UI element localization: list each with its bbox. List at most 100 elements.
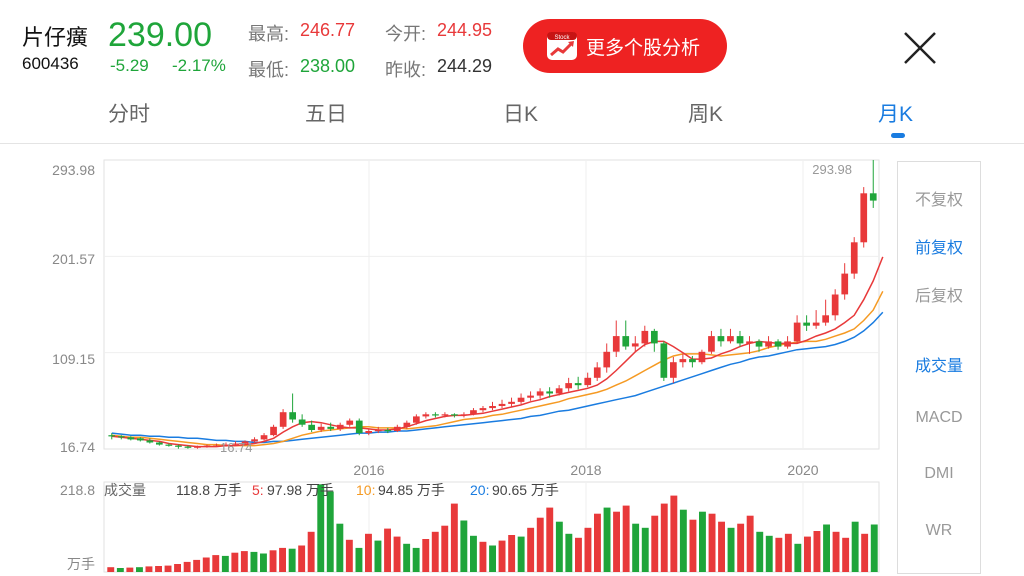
candle-body	[584, 377, 592, 386]
volume-bar	[374, 540, 382, 572]
volume-ma5-label: 5:	[252, 482, 264, 498]
x-tick-2018: 2018	[570, 462, 601, 478]
candle-body	[394, 426, 401, 431]
volume-bar	[479, 541, 487, 572]
volume-bar	[546, 507, 554, 572]
tab-intraday[interactable]: 分时	[108, 103, 150, 126]
more-analysis-button[interactable]: Stock 更多个股分析	[523, 19, 727, 73]
volume-bar	[183, 561, 191, 572]
volume-bar	[126, 567, 134, 572]
volume-bar	[775, 537, 783, 572]
volume-bar	[508, 535, 516, 572]
candle-body	[670, 362, 677, 378]
candle-body	[489, 406, 496, 409]
candle-body	[574, 383, 582, 386]
open-label: 今开:	[385, 24, 427, 44]
low-label: 最低:	[248, 60, 290, 80]
volume-bar	[317, 484, 325, 572]
volume-bar	[336, 523, 344, 572]
close-icon[interactable]	[898, 26, 942, 70]
volume-bar	[470, 535, 477, 572]
candle-body	[717, 336, 725, 342]
candle-body	[327, 426, 335, 429]
candle-body	[137, 438, 144, 441]
candle-body	[117, 436, 125, 438]
candle-body	[203, 445, 211, 447]
icon-label: Stock	[554, 35, 570, 41]
indicator-dmi[interactable]: DMI	[924, 465, 954, 482]
candle-body	[517, 397, 525, 402]
y-tick-3: 109.15	[52, 351, 95, 367]
ma10-line	[111, 290, 884, 447]
volume-bar	[670, 495, 678, 572]
tab-indicator	[891, 133, 905, 138]
volume-bar	[660, 503, 668, 572]
x-tick-2020: 2020	[787, 462, 818, 478]
volume-bar	[651, 515, 659, 572]
volume-bar	[307, 531, 315, 572]
volume-bar	[517, 536, 525, 572]
volume-bar	[164, 565, 172, 572]
candle-body	[508, 401, 515, 404]
candle-body	[260, 435, 268, 440]
volume-bar	[269, 550, 277, 572]
volume-bar	[365, 533, 372, 572]
volume-bar	[565, 533, 573, 572]
volume-bar	[136, 567, 143, 572]
indicator-wr[interactable]: WR	[925, 522, 953, 539]
candle-body	[631, 343, 639, 347]
candle-body	[784, 341, 791, 347]
volume-bar	[727, 527, 735, 572]
candle-body	[708, 336, 715, 352]
candle-body	[308, 424, 315, 430]
tab-weekly-k[interactable]: 周K	[688, 103, 724, 126]
kline-chart[interactable]: 293.98 201.57 109.15 16.74 2016 2018 202…	[0, 144, 1024, 576]
volume-bar	[765, 535, 773, 572]
candle-body	[679, 359, 687, 363]
option-backward-adjust[interactable]: 后复权	[914, 288, 963, 305]
volume-ma5-value: 97.98 万手	[267, 482, 334, 498]
volume-bar	[842, 537, 850, 572]
volume-bar	[288, 548, 296, 572]
chart-grid	[103, 159, 880, 573]
candle-body	[432, 414, 439, 416]
candle-body	[413, 416, 420, 423]
volume-bar	[240, 551, 248, 572]
indicator-volume[interactable]: 成交量	[914, 358, 963, 375]
indicator-macd[interactable]: MACD	[915, 409, 963, 426]
candle-body	[165, 444, 173, 446]
header-divider	[0, 143, 1024, 144]
volume-bar	[527, 527, 535, 572]
candle-body	[460, 414, 468, 416]
candle-body	[346, 420, 354, 425]
volume-unit-label: 万手	[67, 556, 95, 572]
tab-monthly-k[interactable]: 月K	[878, 103, 914, 126]
volume-title: 成交量	[104, 482, 146, 498]
candle-body	[869, 193, 877, 201]
candle-body	[641, 330, 649, 344]
volume-bar	[861, 533, 869, 572]
price-change: -5.29	[110, 56, 149, 75]
option-forward-adjust[interactable]: 前复权	[914, 240, 963, 257]
candle-body	[403, 422, 411, 427]
volume-bar	[116, 568, 124, 572]
tab-five-day[interactable]: 五日	[305, 103, 347, 126]
candle-body	[213, 445, 220, 447]
open-value: 244.95	[437, 20, 493, 40]
volume-bar	[231, 552, 239, 572]
candle-body	[194, 446, 201, 448]
tab-daily-k[interactable]: 日K	[503, 103, 539, 126]
candle-body	[698, 351, 706, 363]
volume-bar	[613, 511, 620, 572]
volume-bars	[107, 484, 878, 572]
candle-body	[184, 446, 192, 448]
option-no-adjust[interactable]: 不复权	[914, 192, 963, 209]
more-analysis-label: 更多个股分析	[585, 37, 700, 59]
candle-body	[746, 341, 753, 344]
candle-body	[850, 242, 858, 274]
candle-body	[841, 273, 849, 295]
candle-body	[555, 388, 563, 394]
candle-body	[527, 395, 534, 398]
volume-bar	[393, 536, 401, 572]
volume-bar	[450, 503, 458, 572]
